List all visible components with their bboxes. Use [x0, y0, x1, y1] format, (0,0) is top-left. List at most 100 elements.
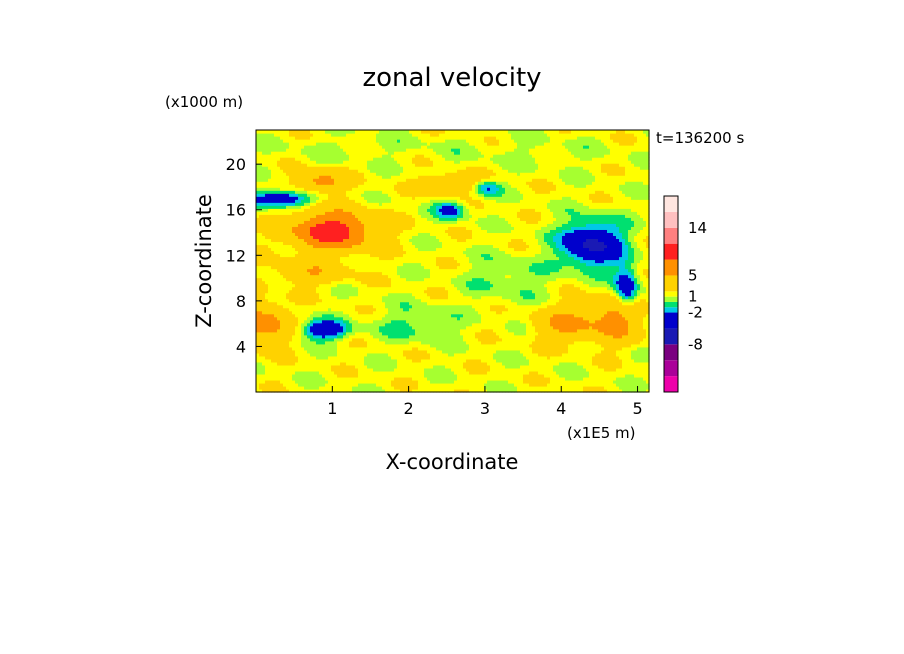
field-cell	[364, 145, 368, 149]
field-cell	[289, 370, 293, 375]
field-cell	[310, 364, 314, 369]
field-cell	[388, 190, 392, 194]
field-cell	[307, 319, 311, 324]
field-cell	[292, 244, 296, 249]
field-cell	[256, 370, 260, 375]
field-cell	[259, 214, 263, 218]
field-cell	[301, 313, 305, 318]
field-cell	[403, 157, 407, 161]
field-cell	[310, 322, 314, 327]
field-cell	[406, 208, 410, 212]
field-cell	[385, 172, 389, 176]
field-cell	[259, 202, 263, 206]
field-cell	[304, 139, 308, 143]
field-cell	[424, 187, 428, 191]
field-cell	[397, 286, 401, 291]
field-cell	[373, 274, 377, 279]
field-cell	[361, 232, 365, 236]
field-cell	[295, 310, 299, 315]
field-cell	[274, 373, 278, 378]
field-cell	[307, 130, 311, 134]
field-cell	[412, 274, 416, 279]
field-cell	[286, 301, 290, 306]
field-cell	[364, 382, 368, 387]
field-cell	[292, 253, 296, 258]
field-cell	[376, 220, 380, 224]
y-unit-label: (x1000 m)	[165, 93, 243, 111]
field-cell	[376, 313, 380, 318]
field-cell	[307, 199, 311, 203]
field-cell	[403, 235, 407, 240]
field-cell	[265, 232, 269, 236]
field-cell	[337, 388, 341, 393]
field-cell	[256, 292, 260, 297]
field-cell	[427, 364, 431, 369]
field-cell	[385, 250, 389, 255]
field-cell	[292, 139, 296, 143]
field-cell	[376, 385, 380, 390]
field-cell	[319, 322, 323, 327]
field-cell	[283, 241, 287, 246]
field-cell	[340, 214, 344, 218]
field-cell	[283, 277, 287, 282]
field-cell	[280, 337, 284, 342]
field-cell	[319, 133, 323, 137]
field-cell	[304, 382, 308, 387]
field-cell	[271, 307, 275, 312]
field-cell	[343, 301, 347, 306]
field-cell	[343, 160, 347, 164]
field-cell	[412, 280, 416, 285]
field-cell	[418, 247, 422, 252]
field-cell	[319, 382, 323, 387]
field-cell	[358, 376, 362, 381]
field-cell	[418, 316, 422, 321]
field-cell	[277, 298, 281, 303]
field-cell	[367, 310, 371, 315]
field-cell	[298, 172, 302, 176]
field-cell	[385, 139, 389, 143]
field-cell	[391, 352, 395, 357]
field-cell	[289, 142, 293, 146]
field-cell	[292, 328, 296, 333]
field-cell	[271, 277, 275, 282]
field-cell	[346, 166, 350, 170]
field-cell	[313, 328, 317, 333]
field-cell	[289, 271, 293, 276]
field-cell	[361, 352, 365, 357]
field-cell	[364, 205, 368, 209]
field-cell	[403, 298, 407, 303]
field-cell	[304, 160, 308, 164]
field-cell	[280, 292, 284, 297]
field-cell	[418, 229, 422, 233]
field-cell	[418, 262, 422, 267]
field-cell	[346, 253, 350, 258]
field-cell	[403, 163, 407, 167]
field-cell	[325, 343, 329, 348]
field-cell	[355, 136, 359, 140]
field-cell	[316, 268, 320, 273]
field-cell	[382, 286, 386, 291]
field-cell	[409, 259, 413, 264]
field-cell	[334, 361, 338, 366]
field-cell	[268, 322, 272, 327]
field-cell	[280, 388, 284, 393]
field-cell	[397, 292, 401, 297]
field-cell	[415, 223, 419, 227]
field-cell	[307, 310, 311, 315]
field-cell	[280, 256, 284, 261]
field-cell	[355, 226, 359, 230]
field-cell	[310, 283, 314, 288]
field-cell	[412, 313, 416, 318]
field-cell	[370, 361, 374, 366]
field-cell	[385, 337, 389, 342]
field-cell	[298, 334, 302, 339]
field-cell	[334, 136, 338, 140]
field-cell	[271, 334, 275, 339]
field-cell	[298, 241, 302, 246]
field-cell	[346, 277, 350, 282]
field-cell	[370, 364, 374, 369]
field-cell	[352, 307, 356, 312]
field-cell	[292, 160, 296, 164]
field-cell	[412, 160, 416, 164]
field-cell	[418, 238, 422, 243]
